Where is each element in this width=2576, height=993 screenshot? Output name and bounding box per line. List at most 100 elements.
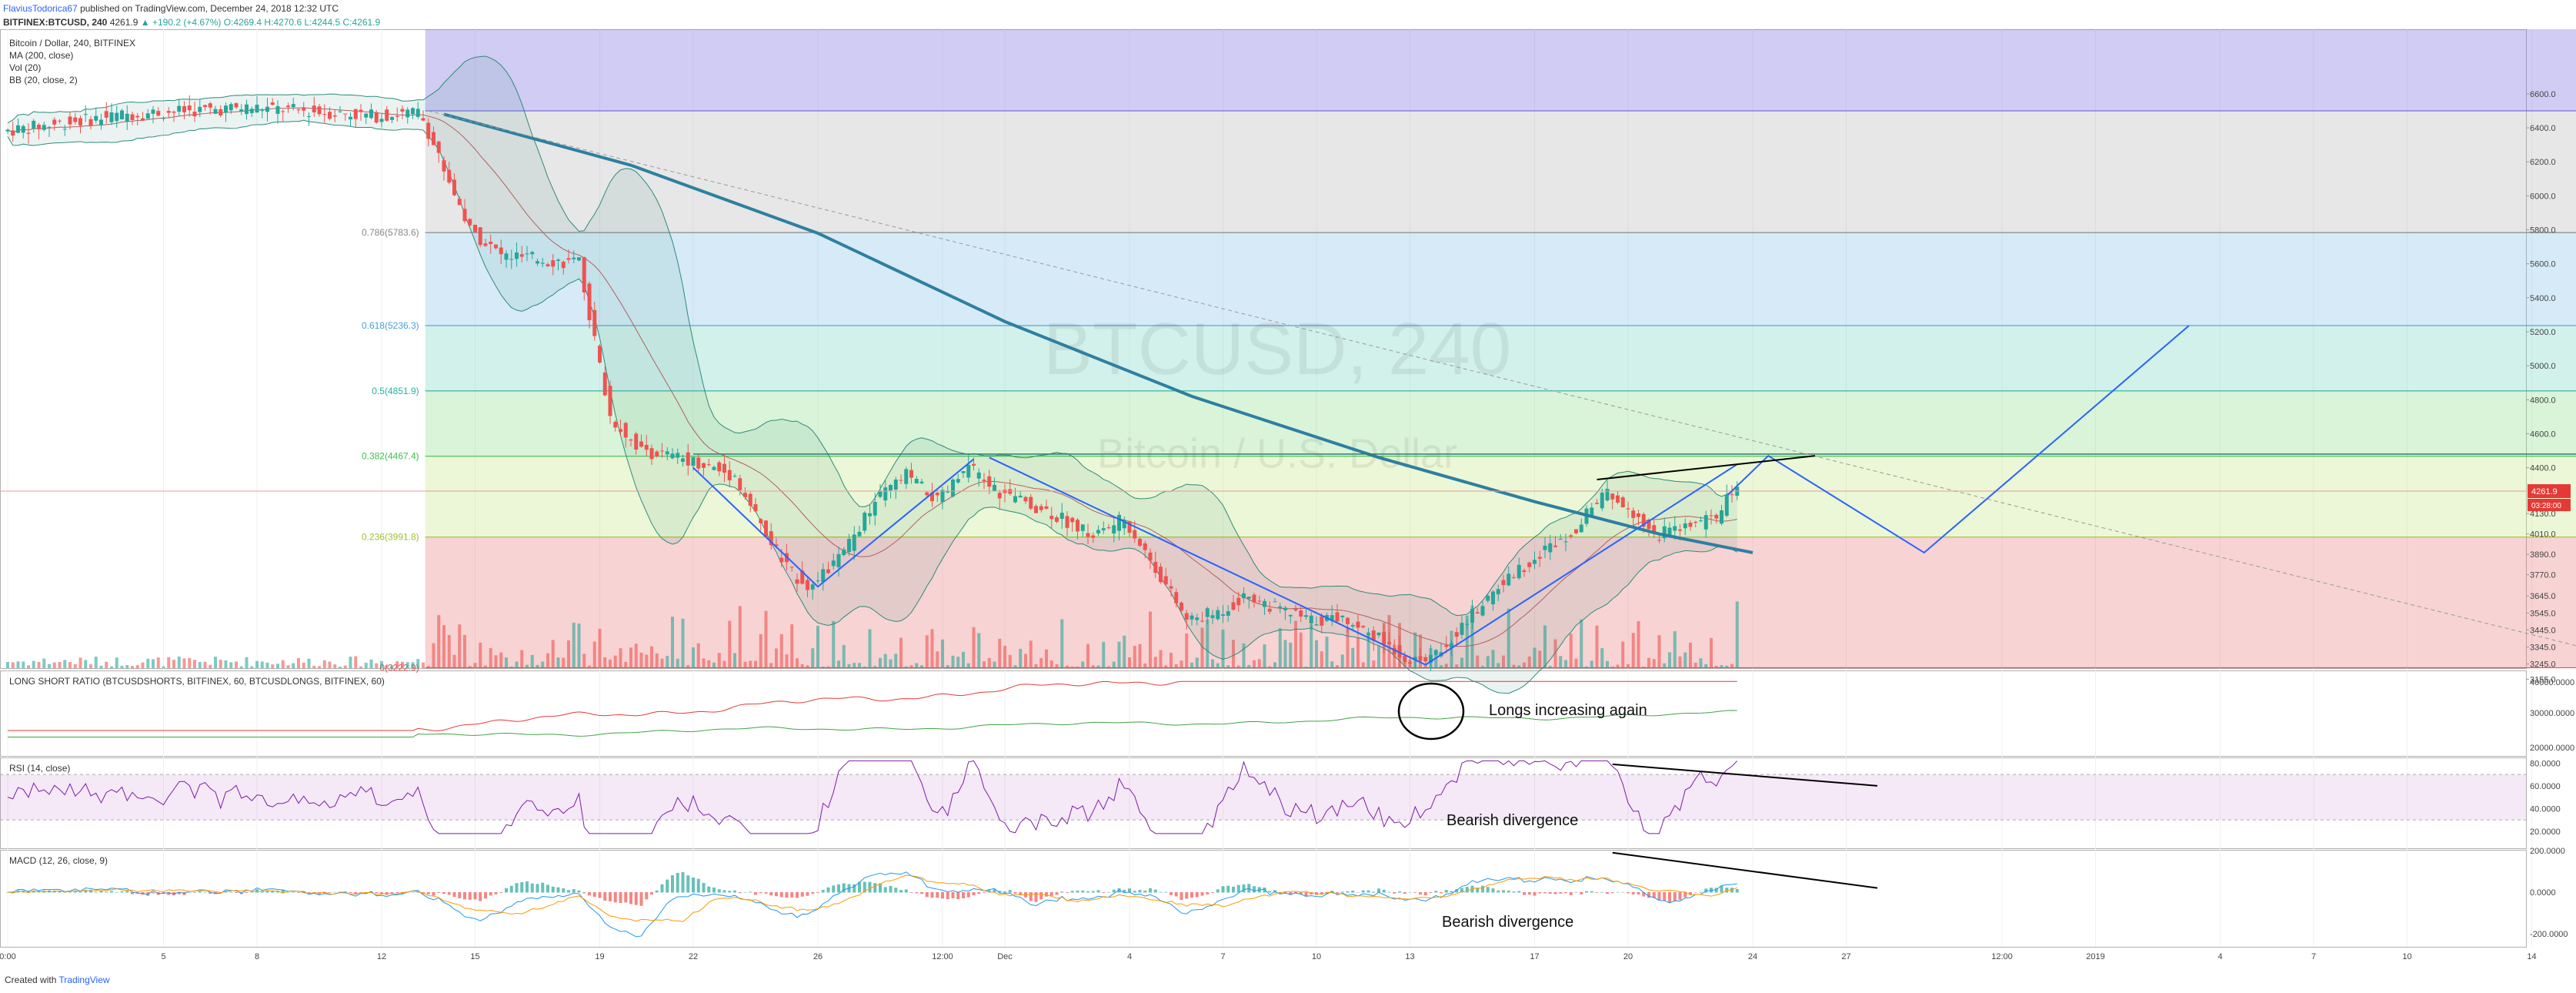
macd-histogram-bar [1486,887,1490,893]
volume-bar [1652,659,1656,668]
pattern-line [989,456,1426,666]
macd-histogram-bar [1585,891,1588,893]
volume-bar [52,662,56,668]
candle-body [561,262,566,269]
candle-body [385,109,389,121]
macd-histogram-bar [1221,886,1225,893]
macd-histogram-bar [1616,891,1620,893]
macd-histogram-bar [1595,892,1599,893]
macd-histogram-bar [660,884,664,893]
macd-histogram-bar [1455,889,1459,893]
macd-histogram-bar [1096,890,1100,893]
fib-zone [425,232,2576,326]
candle-body [1018,495,1023,498]
macd-histogram-bar [1304,892,1308,897]
volume-bar [1153,657,1157,668]
candle-body [956,479,960,483]
rsi-divergence-label: Bearish divergence [1446,812,1578,829]
macd-histogram-bar [904,889,908,893]
candle-body [83,114,88,115]
macd-histogram-bar [743,891,747,893]
macd-histogram-bar [32,890,35,893]
candle-body [1034,506,1038,513]
candle-body [1450,643,1453,648]
candle-body [623,423,628,438]
x-tick-label: 22 [689,952,698,961]
macd-histogram-bar [1465,887,1469,893]
volume-bar [1543,625,1547,668]
macd-histogram-bar [1107,891,1110,893]
volume-bar [520,650,524,668]
candle-body [452,179,456,196]
macd-histogram-bar [572,889,576,893]
footer: Created with TradingView [5,975,110,985]
macd-histogram-bar [489,892,492,896]
candle-body [1242,593,1246,599]
volume-bar [141,662,145,668]
candle-body [1205,608,1210,617]
candle-body [1683,523,1687,529]
volume-bar [676,658,679,668]
candle-body [1263,600,1266,607]
price-axis-label: 3545.0 [2530,609,2556,618]
macd-histogram-bar [281,889,285,893]
macd-histogram-bar [509,885,513,893]
candle-body [177,105,182,112]
candle-body [390,117,394,120]
candle-body [1117,514,1121,531]
volume-bar [1647,657,1650,668]
macd-histogram-bar [473,892,477,900]
macd-histogram-bar [1356,892,1360,893]
candle-body [608,386,612,416]
candle-body [26,132,31,134]
macd-histogram-bar [1606,892,1609,894]
volume-bar [1336,665,1339,668]
price-badge-label: 4261.9 [2531,487,2558,496]
trading-chart[interactable]: 0:00 5 8 12 15 19 22 26 12:00 Dec 4 7 10 13 17 20 24 27 12… [0,29,2576,968]
volume-bar [22,661,25,668]
volume-bar [1049,660,1053,668]
candle-body [1641,513,1646,527]
candle-body [774,544,779,547]
author-name[interactable]: FlaviusTodorica67 [3,3,78,14]
macd-histogram-bar [883,887,887,893]
volume-bar [1517,665,1521,668]
volume-bar [1133,646,1136,668]
candle-body [1418,656,1423,661]
candle-body [322,114,327,115]
macd-histogram-bar [1517,891,1521,893]
tradingview-logo[interactable]: TradingView [58,975,110,985]
volume-bar [78,657,82,668]
price-axis-label: 6000.0 [2530,192,2556,201]
macd-histogram-bar [105,891,108,893]
volume-bar [1673,630,1677,668]
candle-body [1091,535,1096,538]
candle-body [1667,527,1672,537]
candle-body [415,109,420,117]
candle-body [1174,592,1179,603]
macd-histogram-bar [1444,890,1448,893]
pattern-line [692,458,975,588]
volume-bar [1569,634,1573,668]
macd-histogram-bar [1325,892,1329,894]
macd-histogram-bar [972,892,976,896]
x-tick-label: 12:00 [1991,952,2013,961]
candle-body [1216,610,1220,620]
candle-body [219,109,223,116]
volume-bar [380,660,383,668]
candle-body [156,111,161,116]
macd-histogram-bar [930,892,934,898]
macd-histogram-bar [1029,892,1033,901]
volume-bar [135,665,139,668]
rsi-legend: RSI (14, close) [9,763,70,774]
candle-body [359,109,363,112]
macd-histogram-bar [68,891,72,893]
volume-bar [987,657,991,668]
volume-bar [551,640,555,668]
volume-bar [292,663,295,668]
volume-bar [1320,651,1323,668]
macd-histogram-bar [577,890,581,893]
macd-histogram-bar [1647,892,1650,898]
volume-bar [562,657,566,668]
macd-histogram-bar [920,892,923,894]
